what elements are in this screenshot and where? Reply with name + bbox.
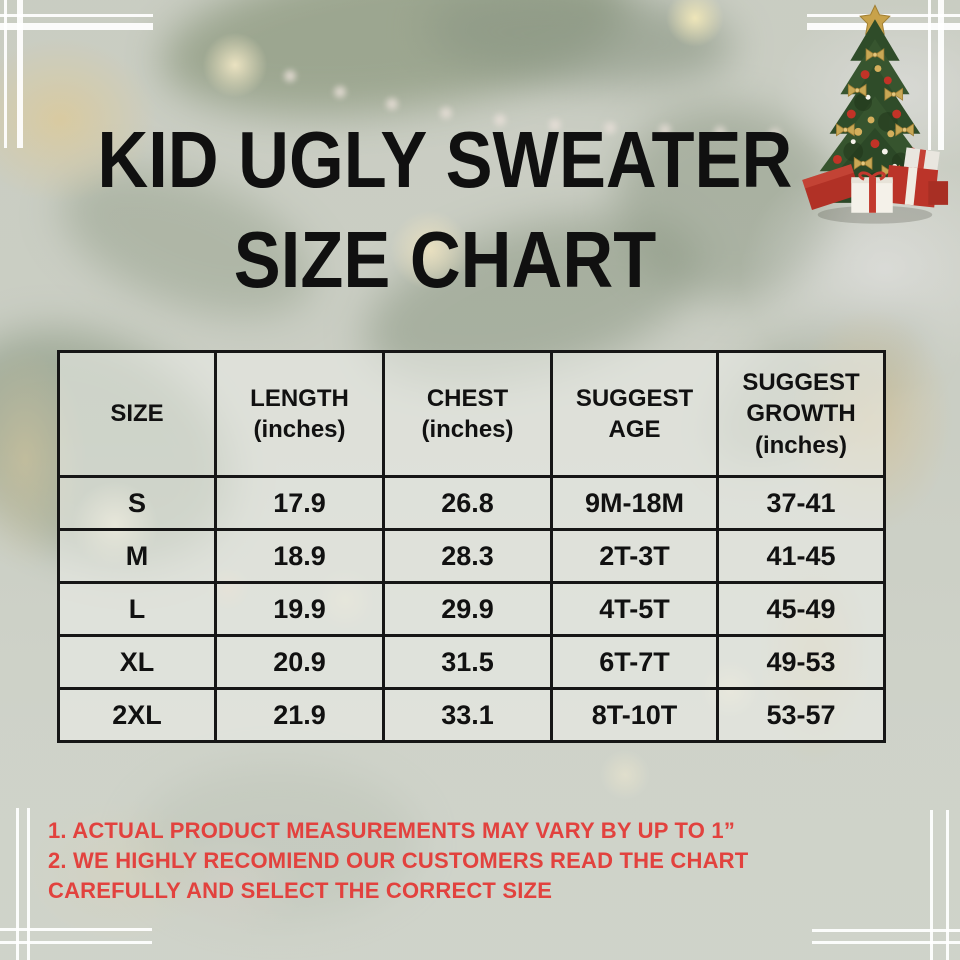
disclaimer-notes: 1. ACTUAL PRODUCT MEASUREMENTS MAY VARY … — [48, 816, 853, 906]
col-header-age: SUGGEST AGE — [550, 350, 719, 478]
corner-frame-top-left — [0, 14, 153, 17]
cell-chest: 28.3 — [382, 528, 553, 584]
title-line-2: SIZE CHART — [233, 215, 657, 304]
corner-frame-top-left — [0, 23, 153, 30]
cell-length: 20.9 — [214, 634, 385, 690]
christmas-tree-icon — [802, 4, 949, 224]
note-1: 1. ACTUAL PRODUCT MEASUREMENTS MAY VARY … — [48, 818, 736, 843]
table-row-s: S 17.9 26.8 9M-18M 37-41 — [57, 475, 886, 531]
cell-length: 17.9 — [214, 475, 385, 531]
corner-frame-top-left — [17, 0, 23, 148]
cell-growth: 45-49 — [716, 581, 886, 637]
cell-age: 4T-5T — [550, 581, 719, 637]
table-row-xl: XL 20.9 31.5 6T-7T 49-53 — [57, 634, 886, 690]
cell-size: M — [57, 528, 217, 584]
corner-frame-top-right — [938, 0, 944, 150]
cell-length: 19.9 — [214, 581, 385, 637]
note-2: 2. WE HIGHLY RECOMIEND OUR CUSTOMERS REA… — [48, 848, 749, 903]
header-row: SIZE LENGTH (inches) CHEST (inches) SUGG… — [57, 350, 886, 478]
table-row-2xl: 2XL 21.9 33.1 8T-10T 53-57 — [57, 687, 886, 743]
cell-size: XL — [57, 634, 217, 690]
cell-length: 18.9 — [214, 528, 385, 584]
cell-chest: 33.1 — [382, 687, 553, 743]
cell-age: 9M-18M — [550, 475, 719, 531]
cell-growth: 37-41 — [716, 475, 886, 531]
cell-growth: 41-45 — [716, 528, 886, 584]
cell-size: S — [57, 475, 217, 531]
title-line-1: KID UGLY SWEATER — [97, 115, 793, 204]
table-row-m: M 18.9 28.3 2T-3T 41-45 — [57, 528, 886, 584]
size-chart-table: SIZE LENGTH (inches) CHEST (inches) SUGG… — [57, 350, 886, 743]
corner-frame-bottom-right — [930, 810, 933, 960]
corner-frame-top-right — [807, 23, 960, 30]
cell-growth: 53-57 — [716, 687, 886, 743]
corner-frame-bottom-right — [812, 929, 960, 932]
col-header-chest: CHEST (inches) — [382, 350, 553, 478]
col-header-growth: SUGGEST GROWTH (inches) — [716, 350, 886, 478]
col-header-size: SIZE — [57, 350, 217, 478]
cell-length: 21.9 — [214, 687, 385, 743]
cell-growth: 49-53 — [716, 634, 886, 690]
corner-frame-bottom-left — [27, 808, 30, 960]
cell-size: L — [57, 581, 217, 637]
corner-frame-bottom-left — [0, 941, 152, 944]
poster-title: KID UGLY SWEATER SIZE CHART — [0, 110, 890, 310]
corner-frame-top-left — [4, 0, 7, 148]
cell-age: 2T-3T — [550, 528, 719, 584]
corner-frame-bottom-right — [946, 810, 949, 960]
cell-size: 2XL — [57, 687, 217, 743]
table-row-l: L 19.9 29.9 4T-5T 45-49 — [57, 581, 886, 637]
col-header-length: LENGTH (inches) — [214, 350, 385, 478]
corner-frame-bottom-left — [0, 928, 152, 931]
cell-age: 8T-10T — [550, 687, 719, 743]
corner-frame-top-right — [928, 0, 931, 150]
corner-frame-bottom-left — [16, 808, 19, 960]
corner-frame-bottom-right — [812, 941, 960, 944]
cell-chest: 29.9 — [382, 581, 553, 637]
cell-age: 6T-7T — [550, 634, 719, 690]
cell-chest: 26.8 — [382, 475, 553, 531]
cell-chest: 31.5 — [382, 634, 553, 690]
